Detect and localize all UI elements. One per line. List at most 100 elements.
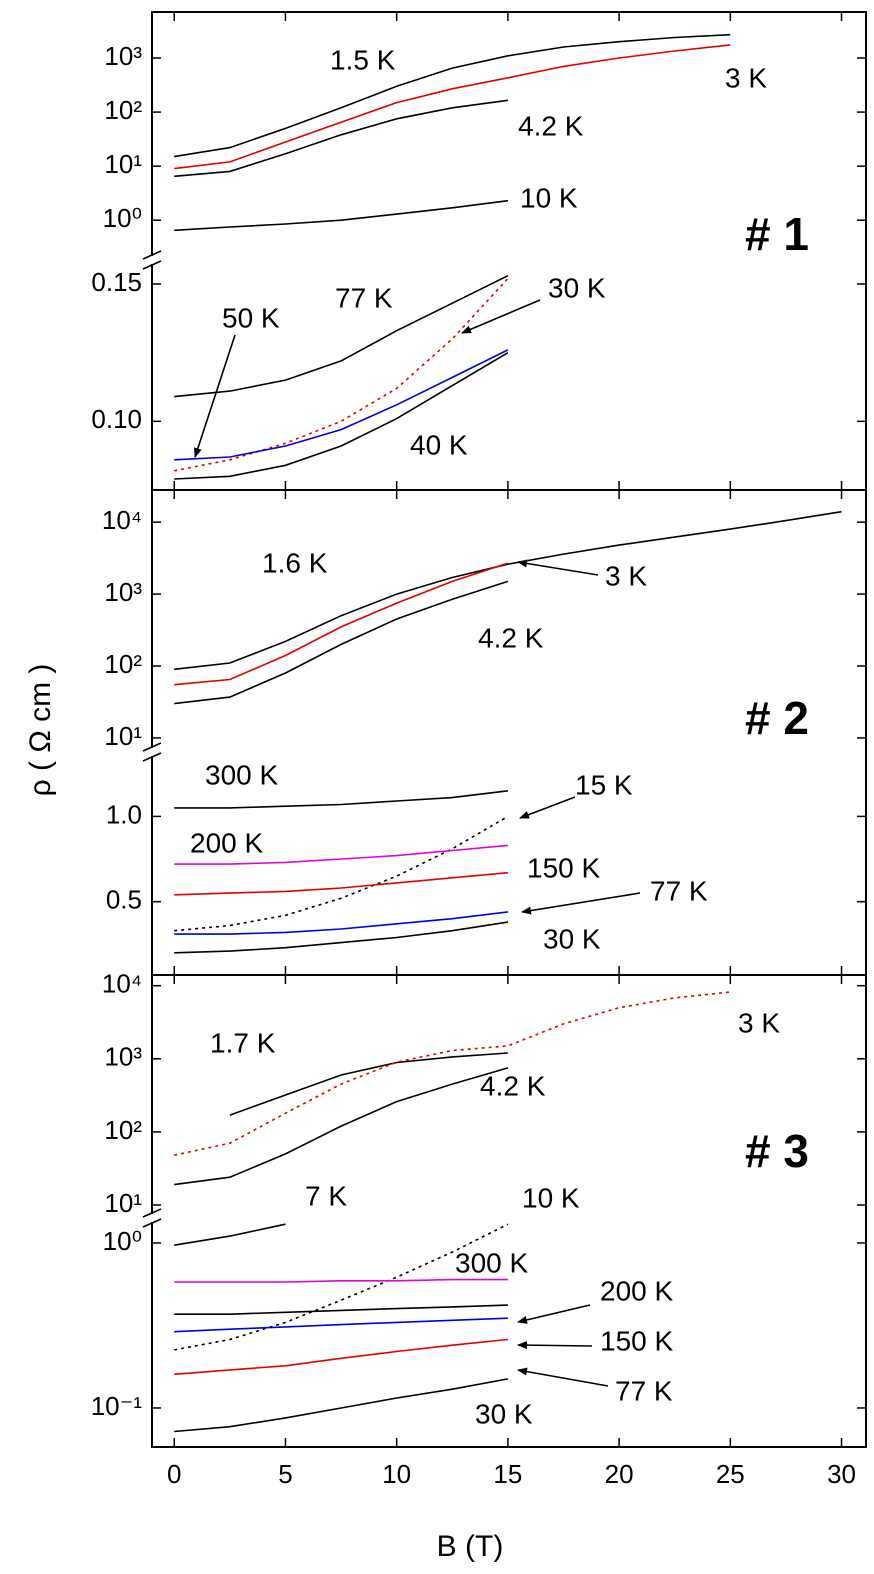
curve-label: 77 K bbox=[650, 875, 708, 906]
curve-label: 30 K bbox=[548, 272, 606, 303]
curve-label: 300 K bbox=[205, 759, 278, 790]
y-tick-label: 10¹ bbox=[104, 1188, 142, 1218]
curve-label: 30 K bbox=[475, 1398, 533, 1429]
y-tick-label: 10³ bbox=[104, 41, 142, 71]
y-tick-label: 10² bbox=[104, 95, 142, 125]
axis-break bbox=[142, 1218, 162, 1228]
curve bbox=[174, 844, 508, 865]
label-arrow bbox=[517, 1304, 591, 1324]
curve bbox=[174, 1278, 508, 1283]
curve-label: 1.6 K bbox=[262, 547, 328, 578]
curve bbox=[174, 911, 508, 935]
curve bbox=[229, 1052, 508, 1116]
curve bbox=[174, 562, 509, 686]
curve-label: 200 K bbox=[190, 827, 263, 858]
axis-break-gap bbox=[149, 748, 155, 756]
curve-label: 7 K bbox=[305, 1180, 347, 1211]
curve-label: 1.7 K bbox=[210, 1027, 276, 1058]
label-arrow bbox=[461, 299, 541, 334]
y-tick-label: 10⁻¹ bbox=[91, 1391, 143, 1421]
curve bbox=[174, 1223, 509, 1351]
x-tick-label: 25 bbox=[716, 1459, 745, 1489]
curve bbox=[174, 199, 509, 232]
curve bbox=[174, 580, 509, 705]
x-tick-label: 0 bbox=[167, 1459, 181, 1489]
panel-label: # 1 bbox=[745, 208, 809, 260]
curve bbox=[174, 790, 508, 809]
y-tick-label: 10¹ bbox=[104, 721, 142, 751]
label-arrow bbox=[194, 334, 236, 458]
curve-label: 4.2 K bbox=[480, 1070, 546, 1101]
y-tick-label: 1.0 bbox=[106, 799, 142, 829]
curve-label: 50 K bbox=[222, 302, 280, 333]
curve bbox=[174, 510, 842, 671]
curve-label: 300 K bbox=[455, 1247, 528, 1278]
axis-break bbox=[142, 260, 162, 270]
axis-break bbox=[142, 250, 162, 260]
curve-label: 3 K bbox=[605, 560, 647, 591]
curve bbox=[174, 1378, 509, 1433]
curve-label: 77 K bbox=[615, 1375, 673, 1406]
x-tick-label: 20 bbox=[605, 1459, 634, 1489]
y-tick-label: 10¹ bbox=[104, 149, 142, 179]
curve bbox=[174, 33, 731, 158]
curve bbox=[174, 1223, 286, 1246]
axis-break bbox=[142, 752, 162, 762]
curve-label: 3 K bbox=[738, 1007, 780, 1038]
y-tick-label: 10³ bbox=[104, 577, 142, 607]
label-arrow bbox=[517, 1341, 593, 1350]
curve bbox=[174, 1067, 509, 1186]
y-axis-label: ρ ( Ω cm ) bbox=[24, 664, 57, 797]
curve bbox=[174, 1304, 508, 1315]
x-tick-label: 15 bbox=[493, 1459, 522, 1489]
curve bbox=[174, 871, 508, 896]
curve bbox=[174, 277, 509, 472]
curve bbox=[174, 815, 509, 932]
x-tick-label: 10 bbox=[382, 1459, 411, 1489]
curve-label: 10 K bbox=[520, 182, 578, 213]
y-tick-label: 10⁰ bbox=[103, 203, 142, 233]
axis-break bbox=[142, 1208, 162, 1218]
y-tick-label: 10² bbox=[104, 1115, 142, 1145]
panel-label: # 2 bbox=[745, 692, 809, 744]
label-arrow bbox=[519, 796, 576, 819]
y-tick-label: 0.5 bbox=[106, 885, 142, 915]
curve bbox=[174, 44, 731, 170]
curve bbox=[174, 1317, 508, 1333]
x-tick-label: 30 bbox=[827, 1459, 856, 1489]
curve-label: 4.2 K bbox=[478, 622, 544, 653]
x-tick-label: 5 bbox=[278, 1459, 292, 1489]
x-axis-label: B (T) bbox=[437, 1530, 504, 1563]
y-tick-label: 10⁴ bbox=[102, 505, 142, 535]
curve bbox=[174, 352, 509, 480]
curve-label: 15 K bbox=[575, 769, 633, 800]
label-arrow bbox=[521, 892, 641, 915]
curve-label: 77 K bbox=[335, 282, 393, 313]
curve bbox=[174, 991, 731, 1156]
curve-label: 4.2 K bbox=[518, 110, 584, 141]
panel-label: # 3 bbox=[745, 1125, 809, 1177]
curve bbox=[174, 1338, 508, 1376]
curve bbox=[174, 274, 509, 398]
curve-label: 30 K bbox=[543, 923, 601, 954]
curve bbox=[174, 921, 509, 954]
panel-frame bbox=[151, 974, 867, 1448]
curve bbox=[174, 99, 509, 178]
curve bbox=[174, 349, 509, 461]
curve-label: 10 K bbox=[522, 1182, 580, 1213]
y-tick-label: 10³ bbox=[104, 1042, 142, 1072]
curve-label: 150 K bbox=[600, 1325, 673, 1356]
axis-break-gap bbox=[149, 1214, 155, 1222]
y-tick-label: 0.10 bbox=[91, 404, 142, 434]
curve-label: 3 K bbox=[725, 62, 767, 93]
label-arrow bbox=[517, 1367, 609, 1387]
y-tick-label: 10² bbox=[104, 649, 142, 679]
y-tick-label: 10⁰ bbox=[103, 1226, 142, 1256]
curve-label: 1.5 K bbox=[330, 44, 396, 75]
y-tick-label: 0.15 bbox=[91, 267, 142, 297]
axis-break bbox=[142, 742, 162, 752]
curve-label: 40 K bbox=[410, 429, 468, 460]
label-arrow bbox=[517, 559, 599, 576]
